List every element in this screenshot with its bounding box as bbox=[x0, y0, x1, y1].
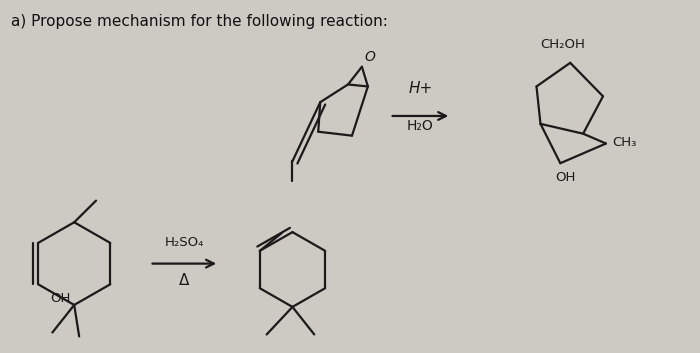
Text: O: O bbox=[365, 50, 376, 64]
Text: OH: OH bbox=[555, 171, 575, 184]
Text: a) Propose mechanism for the following reaction:: a) Propose mechanism for the following r… bbox=[10, 14, 388, 29]
Text: H+: H+ bbox=[408, 81, 433, 96]
Text: Δ: Δ bbox=[179, 274, 190, 288]
Text: H₂SO₄: H₂SO₄ bbox=[164, 236, 204, 249]
Text: OH: OH bbox=[50, 292, 71, 305]
Text: H₂O: H₂O bbox=[407, 119, 434, 133]
Text: CH₂OH: CH₂OH bbox=[540, 38, 584, 51]
Text: CH₃: CH₃ bbox=[612, 136, 636, 149]
